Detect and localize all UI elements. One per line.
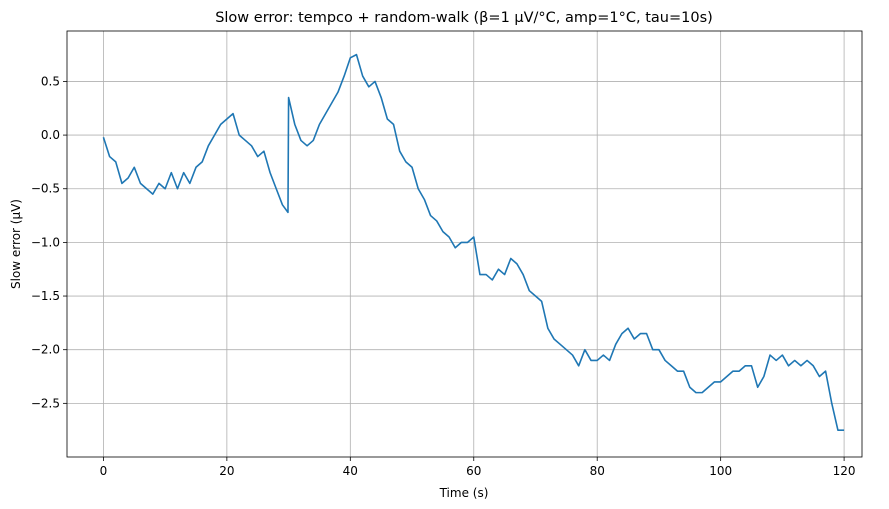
y-tick-label: −1.0 — [31, 235, 60, 249]
y-tick-label: 0.0 — [41, 128, 60, 142]
x-tick-label: 0 — [100, 464, 108, 478]
x-tick-label: 60 — [466, 464, 481, 478]
y-axis-label: Slow error (µV) — [9, 199, 23, 289]
chart-title: Slow error: tempco + random-walk (β=1 µV… — [215, 10, 713, 26]
x-tick-label: 20 — [219, 464, 234, 478]
y-tick-label: −1.5 — [31, 289, 60, 303]
x-tick-label: 100 — [709, 464, 732, 478]
x-tick-label: 120 — [833, 464, 856, 478]
y-tick-label: −2.0 — [31, 343, 60, 357]
x-tick-label: 80 — [590, 464, 605, 478]
data-line — [102, 53, 845, 431]
x-axis-label: Time (s) — [439, 486, 489, 500]
y-tick-label: −0.5 — [31, 182, 60, 196]
plot-frame — [66, 30, 863, 458]
y-tick-label: −2.5 — [31, 396, 60, 410]
x-tick-label: 40 — [343, 464, 358, 478]
y-tick-label: 0.5 — [41, 74, 60, 88]
